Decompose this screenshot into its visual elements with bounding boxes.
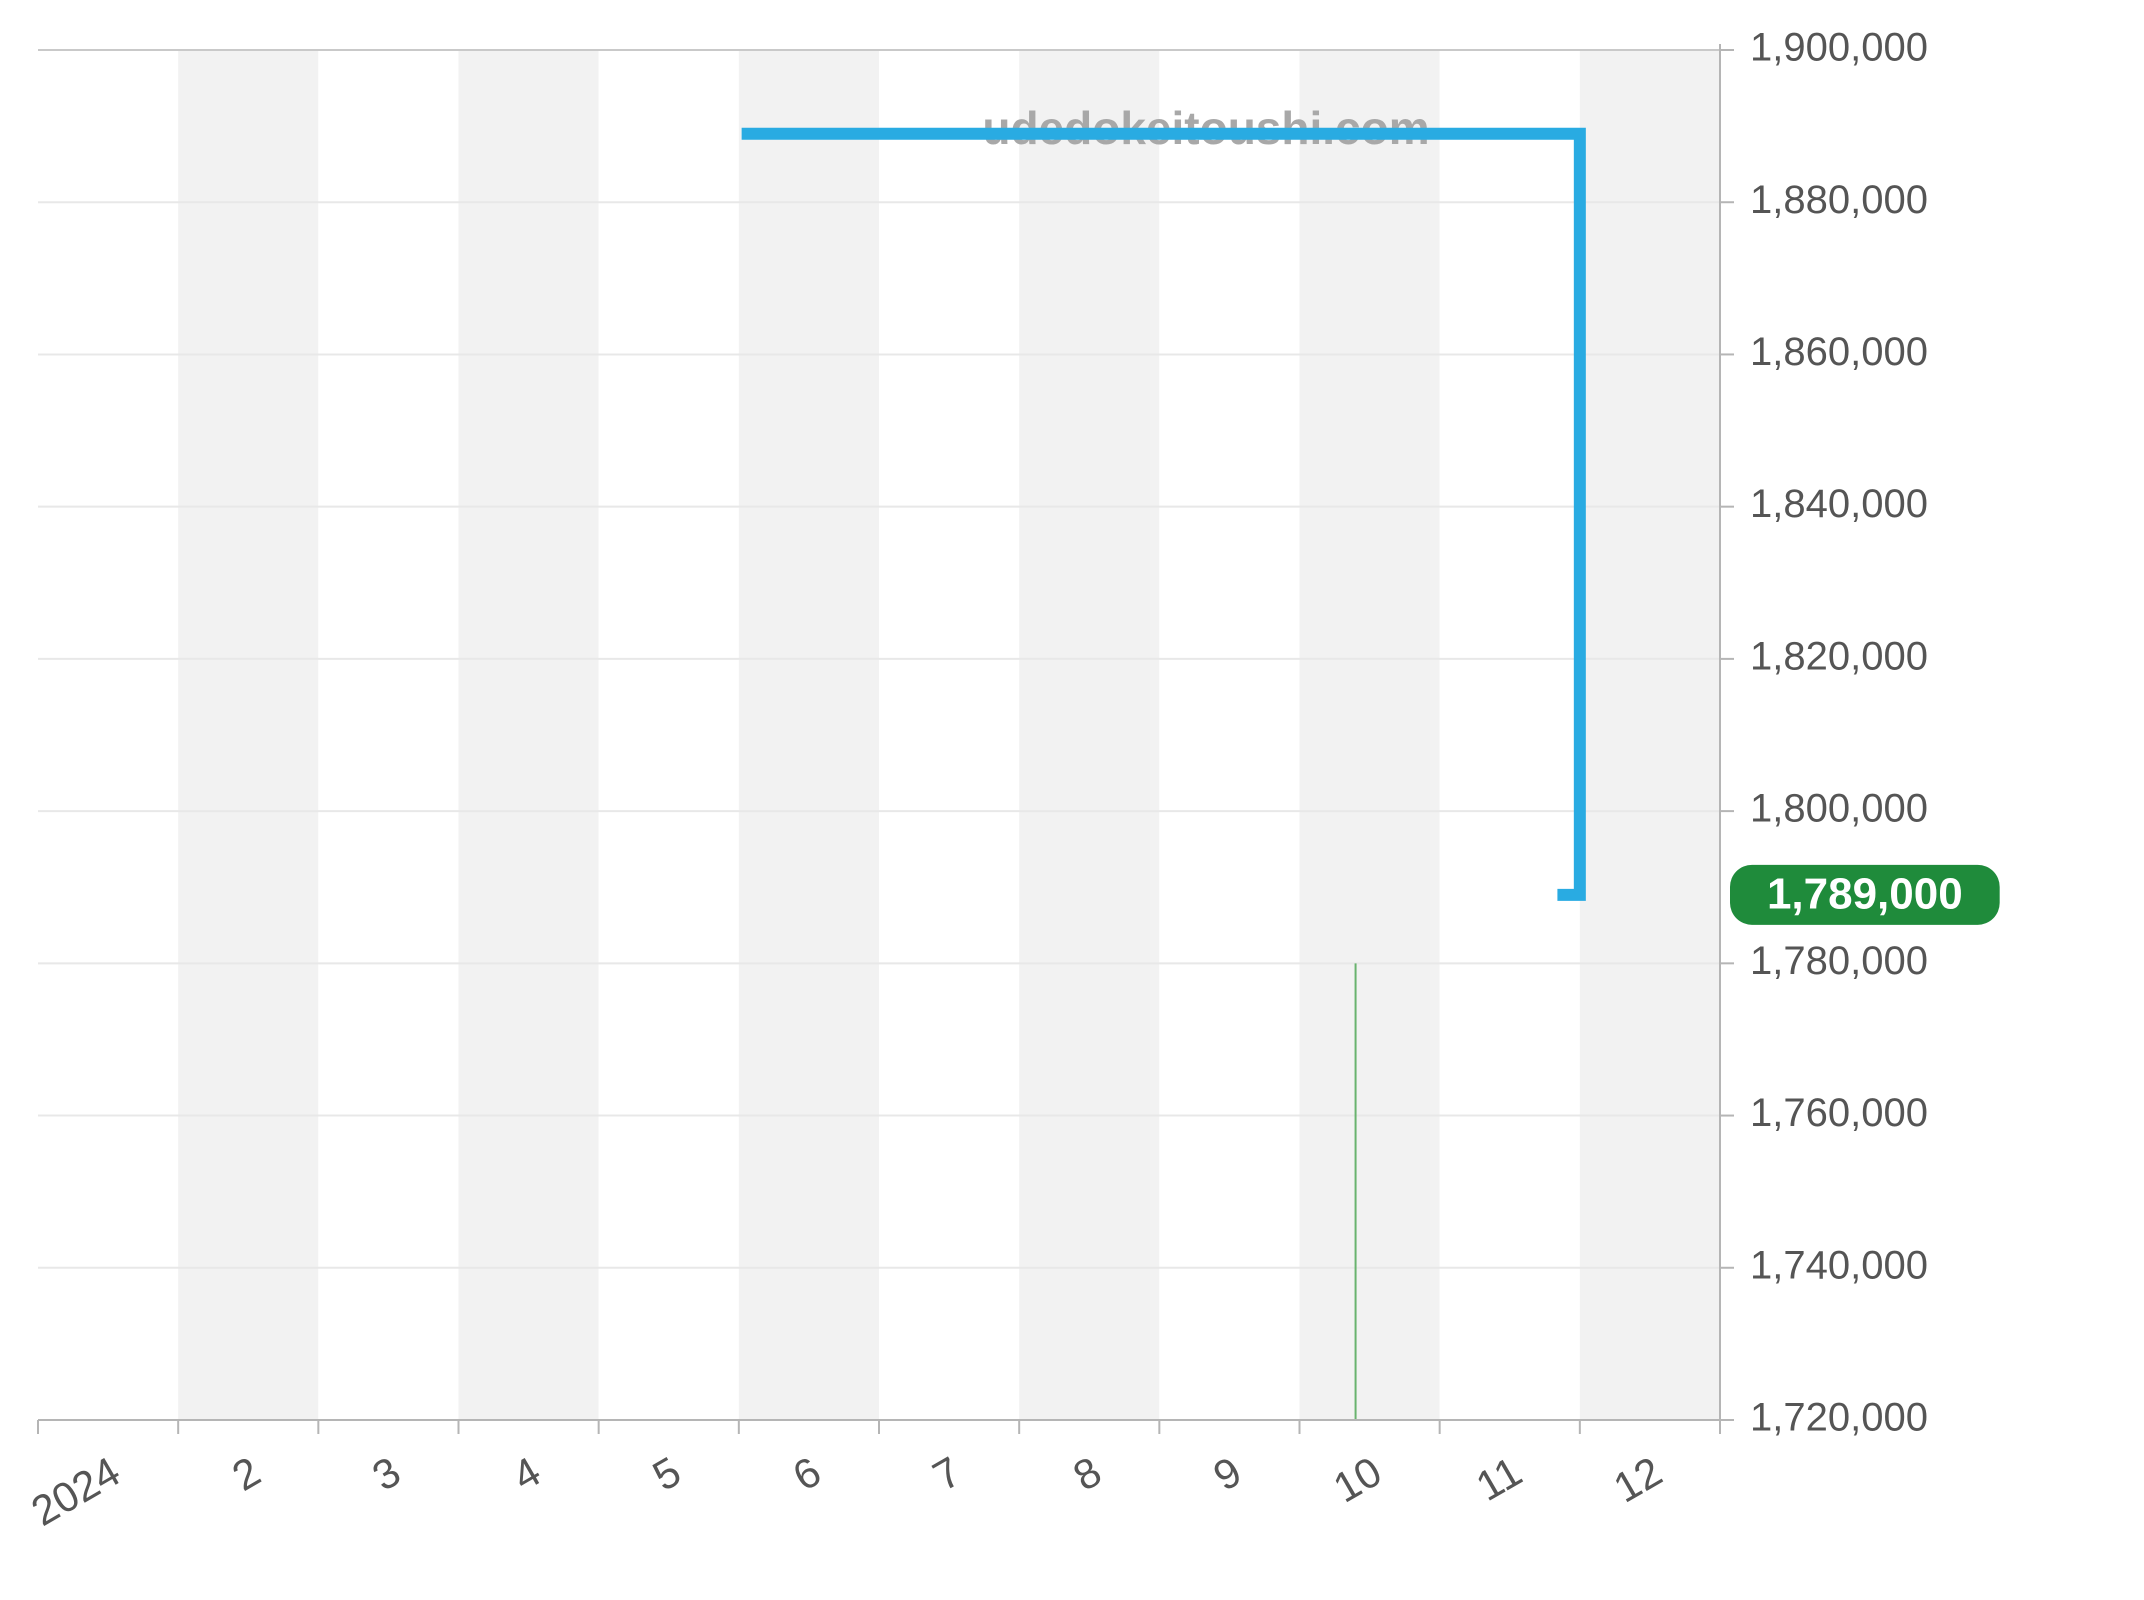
y-axis-ticks: 1,720,000 1,740,000 1,760,000 1,780,000 1,80… xyxy=(1720,26,1928,1440)
x-tick-label: 3 xyxy=(364,1447,408,1499)
plot-band xyxy=(1300,50,1440,1420)
plot-band xyxy=(1440,50,1580,1420)
plot-band xyxy=(879,50,1019,1420)
x-tick-label: 2024 xyxy=(23,1447,127,1534)
chart-svg: udedokeitoushi.com1,720,0001,740,0001,76… xyxy=(0,0,2144,1600)
y-tick-label: 1,720,000 xyxy=(1750,1396,1928,1440)
x-tick-label-group: 7 xyxy=(925,1447,969,1499)
x-tick-label: 6 xyxy=(785,1447,829,1499)
x-tick-label: 7 xyxy=(925,1447,969,1499)
x-tick-label-group: 2 xyxy=(224,1447,268,1499)
plot-band xyxy=(318,50,458,1420)
x-tick-label-group: 10 xyxy=(1325,1447,1389,1511)
y-tick-label: 1,840,000 xyxy=(1750,482,1928,526)
y-tick-label: 1,740,000 xyxy=(1750,1243,1928,1287)
x-tick-label-group: 9 xyxy=(1205,1447,1249,1499)
y-tick-label: 1,760,000 xyxy=(1750,1091,1928,1135)
x-tick-label-group: 11 xyxy=(1468,1447,1529,1510)
x-tick-label-group: 6 xyxy=(785,1447,829,1499)
y-tick-label: 1,880,000 xyxy=(1750,178,1928,222)
price-chart: udedokeitoushi.com1,720,0001,740,0001,76… xyxy=(0,0,2144,1600)
x-tick-label: 10 xyxy=(1325,1447,1389,1511)
plot-band xyxy=(178,50,318,1420)
x-tick-label: 5 xyxy=(645,1447,689,1499)
plot-band xyxy=(38,50,178,1420)
value-badge-text: 1,789,000 xyxy=(1767,869,1963,918)
y-tick-label: 1,900,000 xyxy=(1750,26,1928,70)
x-tick-label: 8 xyxy=(1065,1447,1109,1499)
x-tick-label-group: 4 xyxy=(505,1447,549,1499)
x-tick-label: 9 xyxy=(1205,1447,1249,1499)
y-tick-label: 1,780,000 xyxy=(1750,939,1928,983)
plot-bands xyxy=(38,50,1720,1420)
y-tick-label: 1,820,000 xyxy=(1750,634,1928,678)
plot-band xyxy=(1580,50,1720,1420)
y-tick-label: 1,860,000 xyxy=(1750,330,1928,374)
plot-band xyxy=(599,50,739,1420)
plot-band xyxy=(739,50,879,1420)
x-tick-label: 4 xyxy=(505,1447,549,1499)
y-tick-label: 1,800,000 xyxy=(1750,787,1928,831)
plot-band xyxy=(1019,50,1159,1420)
x-tick-label: 11 xyxy=(1468,1447,1529,1510)
x-axis-ticks: 2024 2 3 4 5 6 7 8 9 10 11 12 xyxy=(23,1420,1720,1535)
x-tick-label-group: 12 xyxy=(1606,1447,1670,1511)
x-tick-label-group: 8 xyxy=(1065,1447,1109,1499)
x-tick-label: 12 xyxy=(1606,1447,1670,1511)
plot-band xyxy=(1159,50,1299,1420)
x-tick-label: 2 xyxy=(224,1447,268,1499)
x-tick-label-group: 2024 xyxy=(23,1447,127,1534)
x-tick-label-group: 5 xyxy=(645,1447,689,1499)
plot-band xyxy=(459,50,599,1420)
x-tick-label-group: 3 xyxy=(364,1447,408,1499)
